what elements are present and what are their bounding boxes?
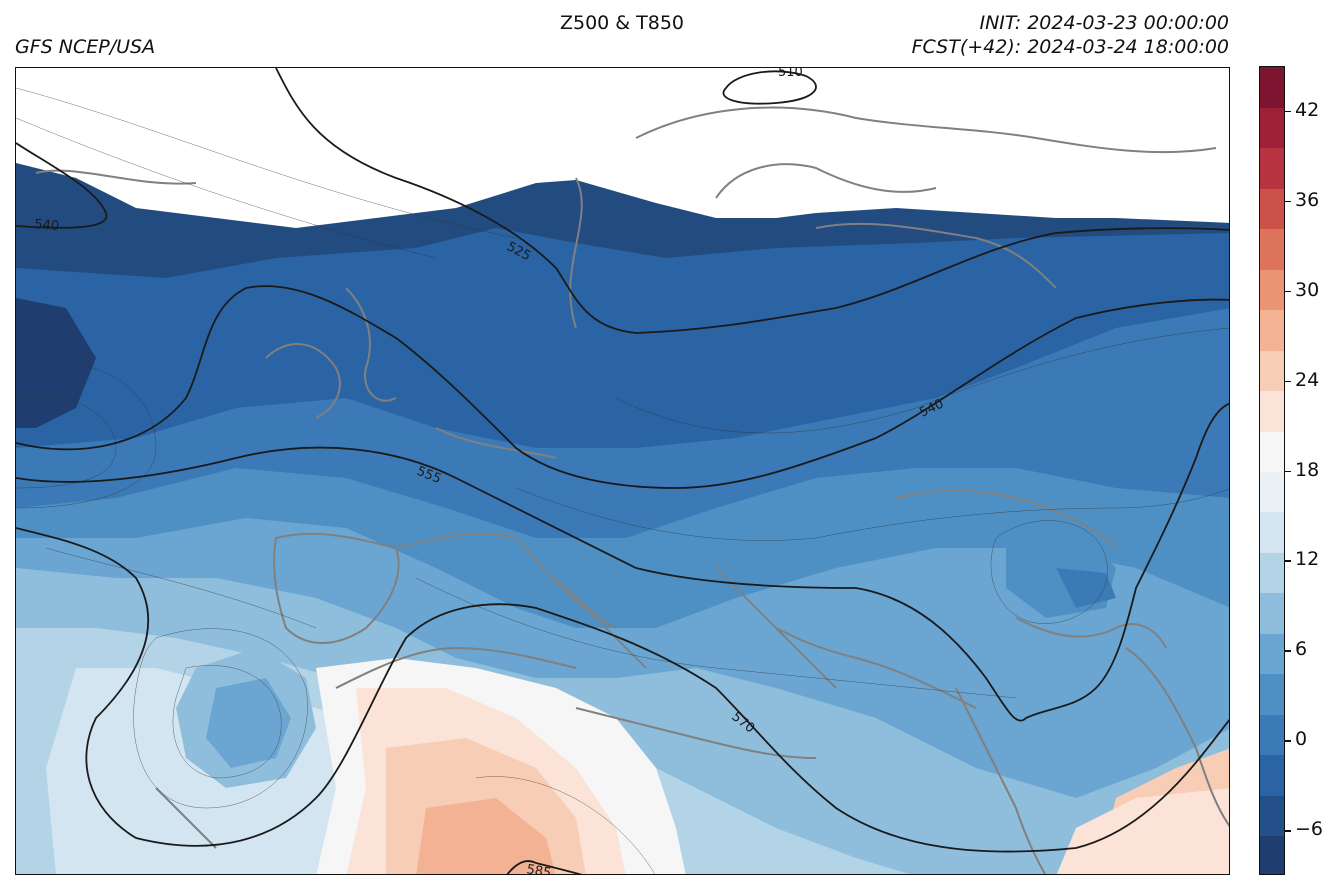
colorbar-segment — [1260, 309, 1284, 351]
colorbar-segment — [1260, 471, 1284, 513]
map-panel: 510 525 540 540 555 570 585 — [15, 67, 1230, 875]
colorbar-segment — [1260, 107, 1284, 149]
colorbar-ticks: −6 0 6 12 18 24 30 36 42 — [1285, 66, 1344, 875]
colorbar-segment — [1260, 835, 1284, 874]
chart-title: Z500 & T850 — [559, 12, 685, 34]
contour-label: 540 — [34, 217, 60, 234]
colorbar-segment — [1260, 269, 1284, 311]
z500-contours — [16, 68, 1229, 874]
colorbar-tick-label: 36 — [1295, 188, 1320, 211]
model-source: GFS NCEP/USA — [15, 36, 156, 58]
forecast-time: FCST(+42): 2024-03-24 18:00:00 — [911, 36, 1229, 58]
colorbar-segment — [1260, 633, 1284, 675]
colorbar-tick-label: 24 — [1295, 368, 1320, 391]
colorbar-segment — [1260, 431, 1284, 472]
map-svg: 510 525 540 540 555 570 585 — [16, 68, 1229, 875]
coastlines — [35, 106, 1229, 874]
colorbar-segment — [1260, 714, 1284, 756]
colorbar-segment — [1260, 350, 1284, 392]
colorbar-segment — [1260, 673, 1284, 715]
init-time: INIT: 2024-03-23 00:00:00 — [979, 12, 1229, 34]
colorbar-segment — [1260, 147, 1284, 189]
colorbar-segment — [1260, 228, 1284, 270]
colorbar — [1259, 66, 1285, 875]
contour-label: 585 — [525, 862, 552, 875]
colorbar-tick-label: 0 — [1295, 728, 1308, 751]
colorbar-segment — [1260, 754, 1284, 796]
colorbar-segment — [1260, 552, 1284, 594]
thin-contours — [16, 87, 1229, 874]
colorbar-segment — [1260, 795, 1284, 837]
colorbar-segment — [1260, 390, 1284, 432]
colorbar-tick-label: 6 — [1295, 638, 1308, 661]
colorbar-tick-label: −6 — [1295, 818, 1324, 841]
colorbar-segment — [1260, 511, 1284, 553]
colorbar-tick-label: 30 — [1295, 278, 1320, 301]
colorbar-segment — [1260, 188, 1284, 230]
colorbar-tick-label: 12 — [1295, 548, 1320, 571]
colorbar-tick-label: 18 — [1295, 458, 1320, 481]
colorbar-segment — [1260, 592, 1284, 634]
colorbar-tick-label: 42 — [1295, 98, 1320, 121]
colorbar-segment — [1260, 67, 1284, 108]
contour-label: 510 — [778, 68, 803, 80]
